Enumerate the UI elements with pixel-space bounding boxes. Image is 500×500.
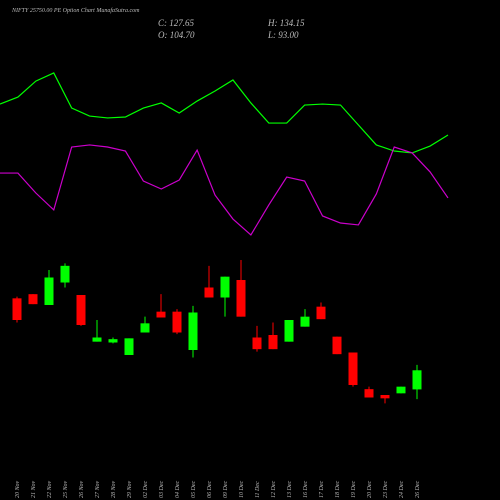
x-tick-label: 25 Nov — [63, 480, 69, 498]
indicator-line — [0, 72, 449, 154]
candle-body — [140, 323, 150, 333]
x-tick-label: 11 Dec — [255, 481, 261, 498]
x-tick-label: 23 Dec — [383, 481, 389, 498]
candle-body — [316, 306, 326, 320]
candle-body — [268, 335, 278, 350]
candle-body — [108, 339, 118, 343]
x-tick-label: 24 Dec — [398, 481, 405, 498]
candle-body — [412, 370, 422, 390]
indicator-line — [0, 144, 449, 236]
x-tick-label: 21 Nov — [31, 480, 37, 498]
candle-body — [284, 320, 294, 342]
candle-body — [188, 312, 198, 350]
low-label: L: 93.00 — [267, 30, 299, 40]
x-tick-label: 09 Dec — [223, 481, 229, 498]
x-tick-label: 18 Dec — [335, 481, 341, 498]
x-tick-label: 27 Nov — [95, 480, 101, 498]
candle-body — [92, 337, 102, 342]
high-label: H: 134.15 — [267, 18, 305, 28]
x-tick-label: 29 Nov — [127, 480, 133, 498]
x-tick-label: 20 Dec — [367, 481, 373, 498]
x-tick-label: 02 Dec — [143, 481, 149, 498]
candle-body — [348, 352, 358, 385]
candle-body — [28, 294, 38, 305]
candle-body — [252, 337, 262, 350]
candle-body — [220, 276, 230, 298]
candle-body — [364, 389, 374, 398]
candle-body — [60, 265, 70, 283]
x-tick-label: 06 Dec — [207, 481, 213, 498]
x-tick-label: 05 Dec — [191, 481, 197, 498]
candle-body — [332, 336, 342, 355]
candle-body — [12, 298, 22, 320]
candle-body — [76, 295, 86, 325]
x-tick-label: 13 Dec — [287, 481, 293, 498]
candle-body — [44, 277, 54, 305]
open-label: O: 104.70 — [158, 30, 195, 40]
x-tick-label: 19 Dec — [351, 481, 357, 498]
x-tick-label: 22 Nov — [47, 480, 53, 498]
candle-body — [236, 280, 246, 317]
candle-body — [300, 316, 310, 327]
x-tick-label: 20 Nov — [15, 480, 21, 498]
chart-title: NIFTY 25750.00 PE Option Chart MunafaSut… — [11, 7, 140, 14]
x-tick-label: 28 Nov — [111, 480, 117, 498]
x-tick-label: 17 Dec — [319, 481, 325, 498]
x-tick-label: 04 Dec — [174, 481, 181, 498]
candle-body — [156, 311, 166, 318]
x-tick-label: 26 Nov — [79, 480, 85, 498]
x-tick-label: 03 Dec — [159, 481, 165, 498]
x-tick-label: 10 Dec — [239, 481, 245, 498]
candle-body — [380, 395, 390, 399]
candle-body — [124, 338, 134, 355]
candle-body — [396, 386, 406, 394]
x-tick-label: 12 Dec — [271, 481, 277, 498]
candle-body — [172, 311, 182, 333]
x-tick-label: 26 Dec — [415, 481, 421, 498]
x-tick-label: 16 Dec — [303, 481, 309, 498]
candle-body — [204, 287, 214, 298]
close-label: C: 127.65 — [158, 18, 195, 28]
